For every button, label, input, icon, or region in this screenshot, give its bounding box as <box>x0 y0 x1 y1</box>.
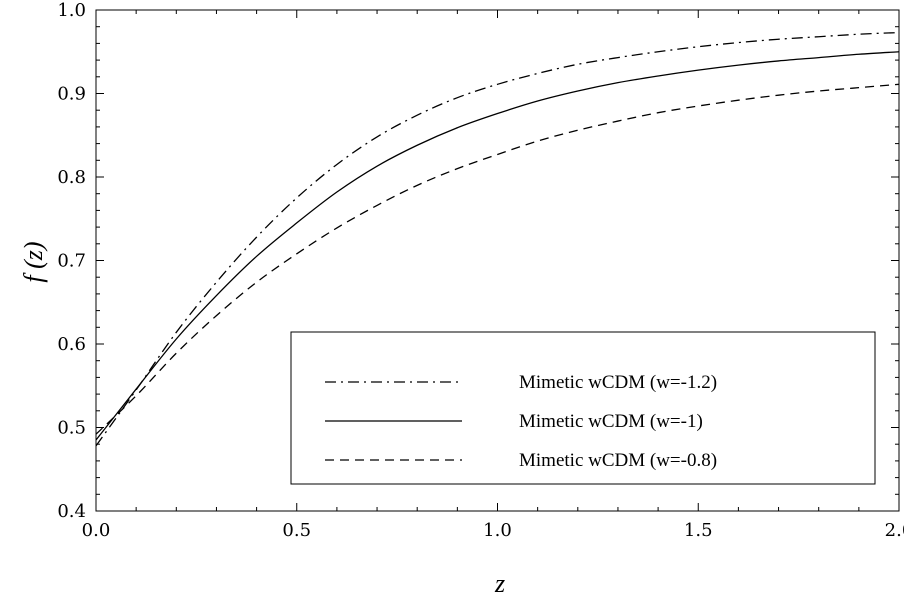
series-line-1 <box>95 51 900 441</box>
y-tick-label: 1.0 <box>57 0 86 21</box>
x-tick-label: 0.5 <box>282 520 311 541</box>
y-tick-label: 0.4 <box>57 501 86 522</box>
y-tick-label: 0.6 <box>57 334 86 355</box>
y-axis-label: f (z) <box>19 241 48 282</box>
x-axis-label: z <box>494 569 505 596</box>
axis-ticks <box>95 9 900 512</box>
x-tick-label: 2.0 <box>885 520 904 541</box>
x-tick-label: 1.5 <box>684 520 713 541</box>
legend-box <box>290 331 876 485</box>
y-tick-label: 0.9 <box>57 84 86 105</box>
legend: Mimetic wCDM (w=-1.2) Mimetic wCDM (w=-1)… <box>290 331 876 485</box>
x-tick-label: 0.0 <box>82 520 111 541</box>
legend-label-0: Mimetic wCDM (w=-1.2) <box>519 372 717 393</box>
y-tick-label: 0.8 <box>57 167 86 188</box>
y-tick-label: 0.7 <box>57 251 86 272</box>
legend-label-1: Mimetic wCDM (w=-1) <box>519 411 703 432</box>
series-line-2 <box>95 83 900 435</box>
y-tick-label: 0.5 <box>57 418 86 439</box>
curves <box>95 31 900 447</box>
legend-label-2: Mimetic wCDM (w=-0.8) <box>519 450 717 471</box>
x-tick-label: 1.0 <box>483 520 512 541</box>
tick-labels: 0.0 0.5 1.0 1.5 2.0 0.4 0.5 0.6 0.7 0.8 0.9 1.0 <box>57 0 904 541</box>
